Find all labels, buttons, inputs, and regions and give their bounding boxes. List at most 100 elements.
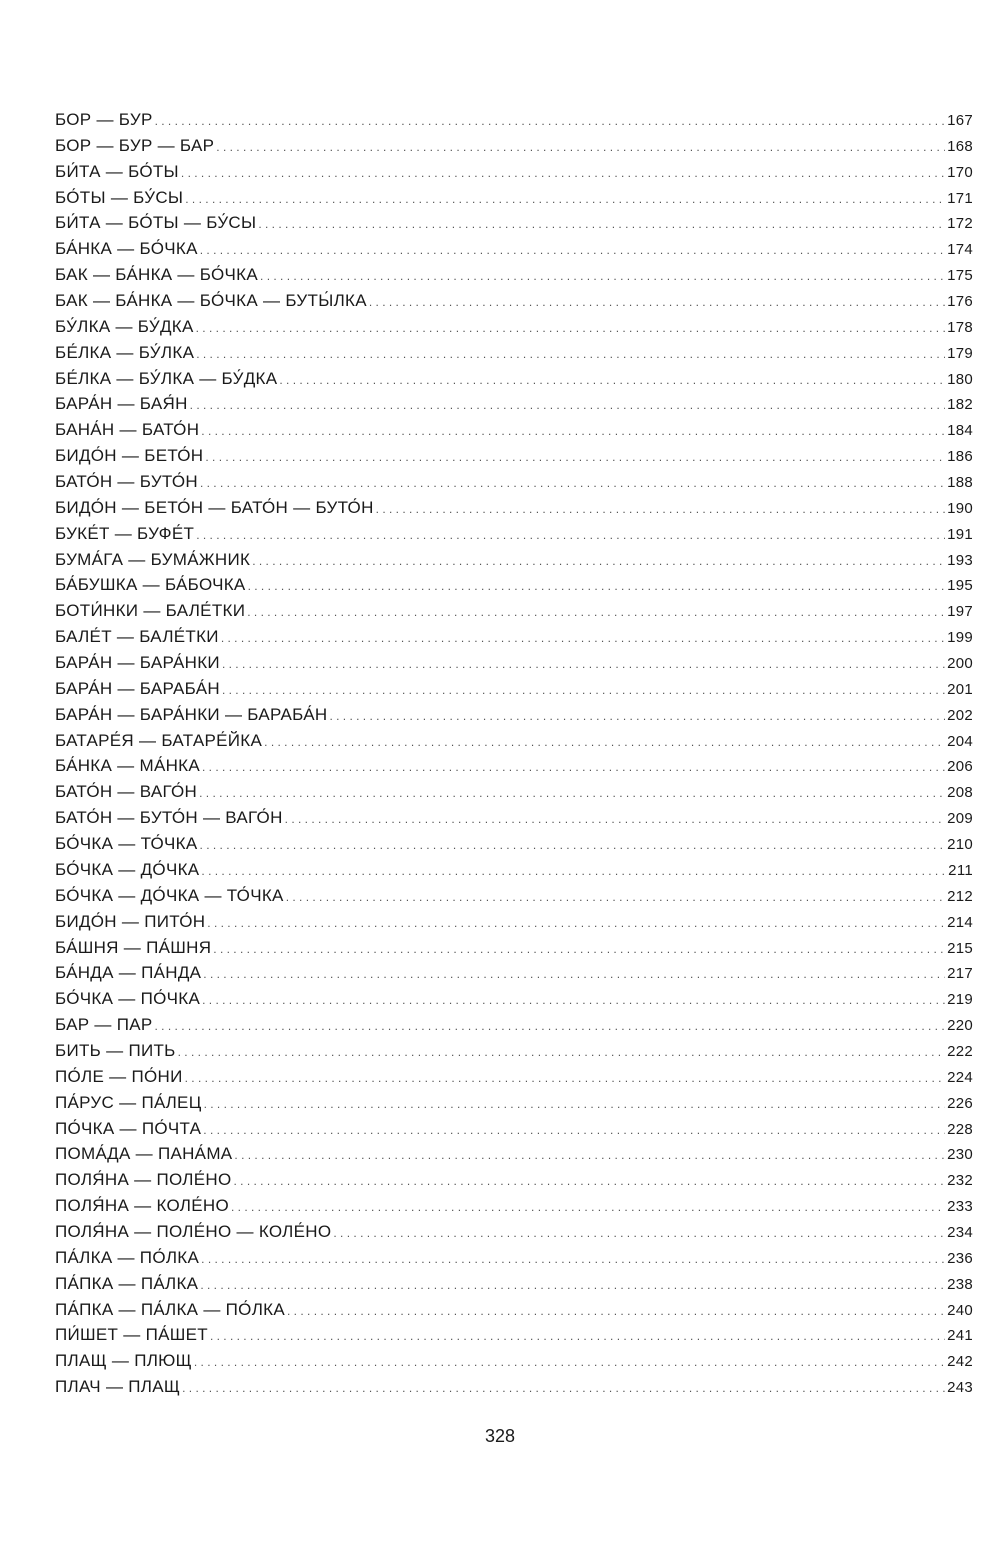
toc-entry: БО́ЧКА — ДО́ЧКА — ТО́ЧКА 212 xyxy=(55,886,973,912)
toc-entry: ПОЛЯ́НА — ПОЛЕ́НО 232 xyxy=(55,1170,973,1196)
toc-entry-title: БО́ЧКА — ДО́ЧКА xyxy=(55,859,200,879)
toc-entry: ПЛАЩ — ПЛЮЩ 242 xyxy=(55,1351,973,1377)
toc-entry-title: БАТАРЕ́Я — БАТАРЕ́ЙКА xyxy=(55,730,263,750)
dot-leader xyxy=(196,528,945,542)
dot-leader xyxy=(221,631,945,645)
dot-leader xyxy=(234,1148,945,1162)
toc-entry-page: 170 xyxy=(947,163,973,181)
toc-entry-page: 232 xyxy=(947,1172,973,1190)
toc-entry: БУКЕ́Т — БУФЕ́Т 191 xyxy=(55,524,973,550)
toc-entry-page: 174 xyxy=(947,241,973,259)
toc-entry-page: 233 xyxy=(947,1198,973,1216)
toc-entry-title: БУКЕ́Т — БУФЕ́Т xyxy=(55,523,195,543)
dot-leader xyxy=(196,321,945,335)
toc-entry-title: БИТЬ — ПИТЬ xyxy=(55,1040,176,1060)
toc-entry-page: 236 xyxy=(947,1249,973,1267)
toc-entry-page: 230 xyxy=(947,1146,973,1164)
toc-entry-title: БА́БУШКА — БА́БОЧКА xyxy=(55,575,246,595)
toc-entry-title: ПА́ЛКА — ПО́ЛКА xyxy=(55,1247,200,1267)
toc-entry-page: 188 xyxy=(947,474,973,492)
dot-leader xyxy=(203,1123,945,1137)
toc-entry-title: БАР — ПАР xyxy=(55,1015,153,1035)
toc-entry-title: БО́ЧКА — ДО́ЧКА — ТО́ЧКА xyxy=(55,885,284,905)
toc-entry-page: 171 xyxy=(947,189,973,207)
dot-leader xyxy=(196,347,945,361)
toc-entry-page: 193 xyxy=(947,551,973,569)
toc-entry-title: БАНА́Н — БАТО́Н xyxy=(55,420,200,440)
dot-leader xyxy=(231,1200,945,1214)
toc-entry-page: 178 xyxy=(947,318,973,336)
toc-entry: ПЛАЧ — ПЛАЩ 243 xyxy=(55,1377,973,1403)
toc-entry: БАРА́Н — БАРАБА́Н 201 xyxy=(55,679,973,705)
toc-entry-title: ПОЛЯ́НА — ПОЛЕ́НО xyxy=(55,1170,232,1190)
toc-entry-title: БОТИ́НКИ — БАЛЕ́ТКИ xyxy=(55,601,246,621)
toc-entry-page: 242 xyxy=(947,1353,973,1371)
toc-entry-page: 167 xyxy=(947,112,973,129)
toc-entry-page: 186 xyxy=(947,448,973,466)
dot-leader xyxy=(248,579,945,593)
dot-leader xyxy=(185,192,945,206)
toc-entry: ПА́ПКА — ПА́ЛКА 238 xyxy=(55,1274,973,1300)
toc-entry-page: 210 xyxy=(947,836,973,854)
dot-leader xyxy=(286,890,945,904)
dot-leader xyxy=(216,140,945,154)
dot-leader xyxy=(213,942,945,956)
toc-entry: БИДО́Н — ПИТО́Н 214 xyxy=(55,912,973,938)
toc-entry-title: БАРА́Н — БАРАБА́Н xyxy=(55,678,220,698)
toc-entry-page: 175 xyxy=(947,267,973,285)
dot-leader xyxy=(202,993,945,1007)
toc-entry-title: БИ́ТА — БО́ТЫ — БУ́СЫ xyxy=(55,213,257,233)
toc-entry-page: 191 xyxy=(947,525,973,543)
toc-entry-page: 240 xyxy=(947,1301,973,1319)
dot-leader xyxy=(207,916,945,930)
toc-entry-page: 217 xyxy=(947,965,973,983)
dot-leader xyxy=(247,605,945,619)
dot-leader xyxy=(200,1278,945,1292)
toc-entry-page: 215 xyxy=(947,939,973,957)
toc-entry: БАНА́Н — БАТО́Н 184 xyxy=(55,420,973,446)
toc-entry: БАТО́Н — БУТО́Н — ВАГО́Н 209 xyxy=(55,808,973,834)
toc-entry-page: 241 xyxy=(947,1327,973,1345)
toc-entry-title: БАТО́Н — ВАГО́Н xyxy=(55,782,198,802)
toc-entry-page: 209 xyxy=(947,810,973,828)
toc-entry-page: 179 xyxy=(947,344,973,362)
toc-entry: ПО́ЛЕ — ПО́НИ 224 xyxy=(55,1067,973,1093)
table-of-contents: БОР — БУР 167 БОР — БУР — БАР 168 БИ́ТА — БО… xyxy=(55,110,973,1403)
toc-entry-title: БАТО́Н — БУТО́Н — ВАГО́Н xyxy=(55,808,283,828)
toc-entry-page: 219 xyxy=(947,991,973,1009)
toc-entry-title: БОР — БУР — БАР xyxy=(55,135,215,155)
toc-entry: БО́ЧКА — ПО́ЧКА 219 xyxy=(55,989,973,1015)
toc-entry-page: 220 xyxy=(947,1017,973,1035)
dot-leader xyxy=(376,502,945,516)
toc-entry: ПО́ЧКА — ПО́ЧТА 228 xyxy=(55,1119,973,1145)
toc-entry: БО́ТЫ — БУ́СЫ 171 xyxy=(55,188,973,214)
toc-entry-title: ПО́ЛЕ — ПО́НИ xyxy=(55,1066,183,1086)
dot-leader xyxy=(190,398,945,412)
dot-leader xyxy=(222,657,945,671)
dot-leader xyxy=(182,1381,945,1395)
toc-entry-title: БИДО́Н — БЕТО́Н xyxy=(55,446,204,466)
toc-entry-page: 197 xyxy=(947,603,973,621)
toc-entry: БАРА́Н — БАРА́НКИ — БАРАБА́Н 202 xyxy=(55,705,973,731)
toc-entry: БО́ЧКА — ДО́ЧКА 211 xyxy=(55,860,973,886)
dot-leader xyxy=(181,166,945,180)
toc-entry: БО́ЧКА — ТО́ЧКА 210 xyxy=(55,834,973,860)
dot-leader xyxy=(201,424,945,438)
dot-leader xyxy=(252,554,945,568)
dot-leader xyxy=(222,683,945,697)
toc-entry-title: БОР — БУР xyxy=(55,110,153,129)
toc-entry: БА́НКА — МА́НКА 206 xyxy=(55,756,973,782)
toc-entry-title: БА́НКА — МА́НКА xyxy=(55,756,201,776)
toc-entry-page: 172 xyxy=(947,215,973,233)
toc-entry: БАК — БА́НКА — БО́ЧКА 175 xyxy=(55,265,973,291)
toc-entry-title: ПА́РУС — ПА́ЛЕЦ xyxy=(55,1092,202,1112)
dot-leader xyxy=(205,450,945,464)
toc-entry-title: БЕ́ЛКА — БУ́ЛКА — БУ́ДКА xyxy=(55,368,278,388)
toc-entry-page: 206 xyxy=(947,758,973,776)
toc-entry: БИ́ТА — БО́ТЫ — БУ́СЫ 172 xyxy=(55,213,973,239)
dot-leader xyxy=(234,1174,946,1188)
toc-entry: БИДО́Н — БЕТО́Н 186 xyxy=(55,446,973,472)
toc-entry-title: ПИ́ШЕТ — ПА́ШЕТ xyxy=(55,1325,208,1345)
toc-entry: БАР — ПАР 220 xyxy=(55,1015,973,1041)
dot-leader xyxy=(194,1355,945,1369)
